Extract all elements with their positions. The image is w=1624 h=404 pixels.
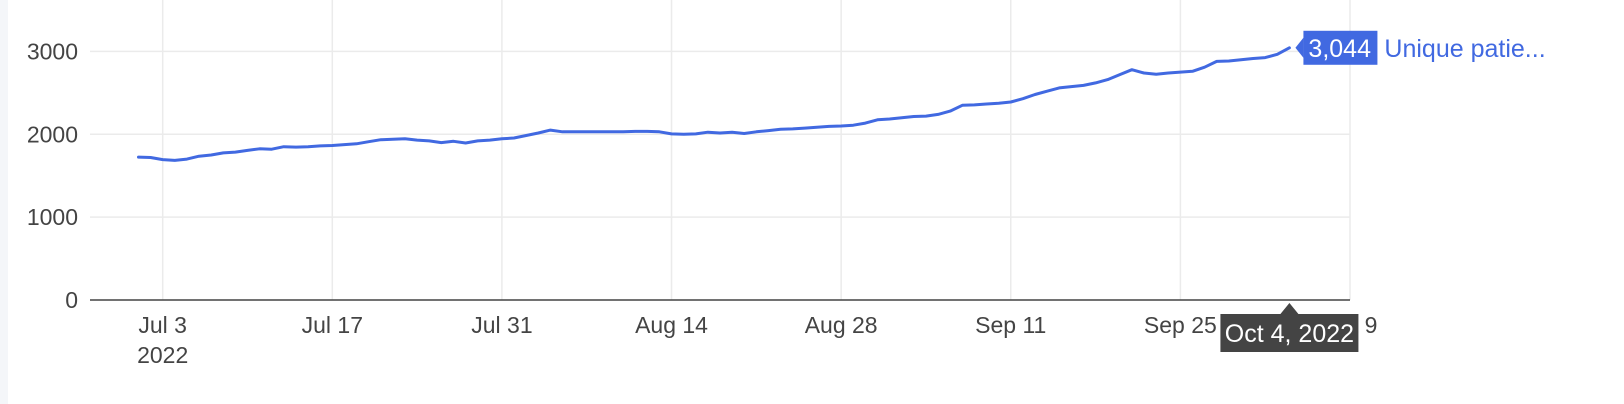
- axes: 0 1000 2000 3000 Jul 3 2022 Jul 17 Jul 31 Aug 14…: [27, 38, 1378, 368]
- last-value-label: 3,044: [1308, 35, 1371, 63]
- hover-pointer: [1280, 303, 1299, 314]
- hover-label-box: [1220, 314, 1359, 352]
- value-tag-pointer: [1295, 37, 1304, 58]
- y-tick-label: 1000: [27, 204, 78, 230]
- label-layer: 3,044 Unique patie... Oct 4, 2022: [1220, 30, 1546, 352]
- x-tick-label: Aug 14: [635, 312, 708, 338]
- chart-card: 0 1000 2000 3000 Jul 3 2022 Jul 17 Jul 31 Aug 14…: [8, 0, 1624, 404]
- y-tick-label: 2000: [27, 121, 78, 147]
- hover-date-label: Oct 4, 2022: [1225, 320, 1354, 348]
- series-name-label: Unique patie...: [1384, 35, 1545, 63]
- y-tick-label: 3000: [27, 38, 78, 64]
- x-tick-label: Sep 25: [1144, 312, 1217, 338]
- grid: [90, 0, 1351, 300]
- series-line: [137, 46, 1291, 162]
- value-tag-box: [1303, 30, 1378, 65]
- x-tick-label: Jul 31: [471, 312, 532, 338]
- series-layer: [137, 46, 1291, 162]
- x-tick-label: Aug 28: [805, 312, 878, 338]
- line-chart[interactable]: 0 1000 2000 3000 Jul 3 2022 Jul 17 Jul 31 Aug 14…: [8, 0, 1624, 404]
- x-tick-label: Jul 17: [302, 312, 363, 338]
- y-tick-label: 0: [65, 287, 78, 313]
- x-tick-label: Sep 11: [975, 312, 1046, 338]
- x-tick-year-label: 2022: [137, 342, 188, 368]
- x-tick-label: Jul 3: [138, 312, 187, 338]
